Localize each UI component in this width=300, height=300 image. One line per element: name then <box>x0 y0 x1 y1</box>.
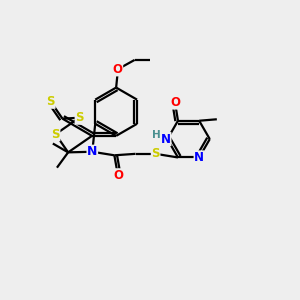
Text: H: H <box>152 130 161 140</box>
Text: O: O <box>113 169 123 182</box>
Text: O: O <box>170 96 180 109</box>
Text: N: N <box>87 145 98 158</box>
Text: S: S <box>75 111 84 124</box>
Text: S: S <box>51 128 60 141</box>
Text: S: S <box>151 147 160 160</box>
Text: N: N <box>194 151 204 164</box>
Text: N: N <box>161 133 171 146</box>
Text: O: O <box>112 63 123 76</box>
Text: S: S <box>46 95 55 108</box>
